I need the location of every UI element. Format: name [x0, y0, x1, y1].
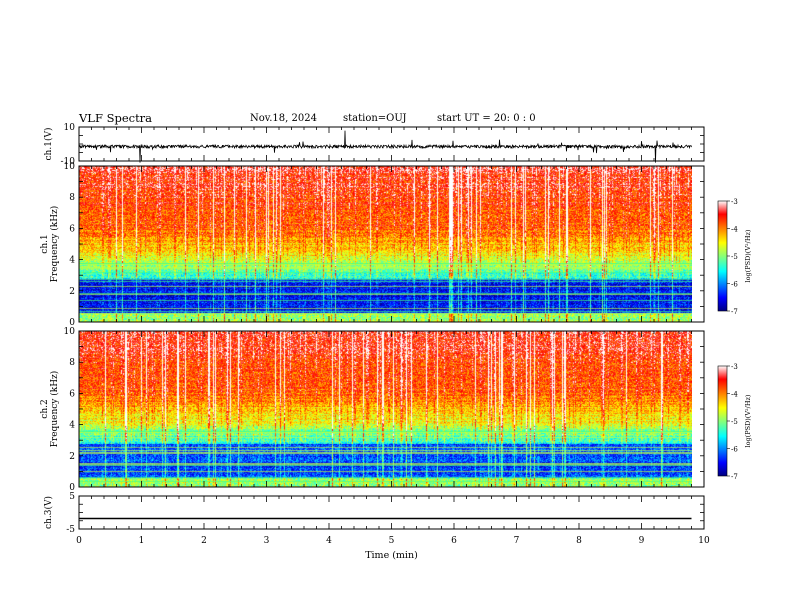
y-tick-label: 2	[69, 452, 75, 462]
x-tick-label: 8	[576, 536, 582, 546]
colorbar-tick-label: -3	[731, 198, 738, 206]
x-tick-label: 2	[201, 536, 207, 546]
station-label: station=OUJ	[343, 113, 407, 124]
ch1-trace	[78, 130, 692, 163]
y-tick-label: 6	[69, 224, 75, 234]
x-tick-label: 6	[451, 536, 457, 546]
colorbar-tick-label: -5	[731, 253, 738, 261]
colorbar-tick-label: -7	[731, 473, 738, 481]
ch2-spectrogram-colorbar	[717, 365, 728, 477]
waveform-traces	[78, 130, 692, 520]
colorbar-tick-label: -7	[731, 308, 738, 316]
x-tick-label: 3	[264, 536, 270, 546]
colorbar-tick-label: -4	[731, 391, 738, 399]
y-tick-label: 0	[69, 483, 75, 493]
colorbar-tick-label: -5	[731, 418, 738, 426]
x-tick-label: 0	[76, 536, 82, 546]
y-tick-label: 4	[69, 256, 75, 266]
colorbar-tick-label: -6	[731, 446, 738, 454]
y-axis-label: ch.1	[40, 234, 50, 253]
x-tick-label: 1	[139, 536, 145, 546]
y-tick-label: 2	[69, 287, 75, 297]
y-tick-label: 10	[64, 123, 76, 133]
colorbar-label: log(PSD)(V²/Hz)	[744, 394, 752, 447]
y-axis-label: ch.2	[40, 399, 50, 418]
y-axis-label: ch.1(V)	[43, 128, 54, 161]
colorbar-tick-label: -4	[731, 226, 738, 234]
date-label: Nov.18, 2024	[250, 113, 317, 124]
y-tick-label: 10	[64, 162, 76, 172]
y-tick-label: -10	[61, 157, 76, 167]
y-tick-label: 6	[69, 389, 75, 399]
y-tick-label: 8	[69, 358, 75, 368]
figure-title: VLF Spectra	[79, 111, 153, 125]
colorbar-tick-label: -6	[731, 281, 738, 289]
y-tick-label: 5	[69, 492, 75, 502]
x-tick-label: 7	[514, 536, 520, 546]
y-tick-label: 10	[64, 327, 76, 337]
ch1-spectrogram-colorbar	[717, 200, 728, 312]
start-time-label: start UT = 20: 0 : 0	[437, 113, 536, 124]
ch2-spectrogram-image	[79, 331, 692, 487]
x-tick-label: 4	[326, 536, 332, 546]
spectrogram-images	[79, 166, 692, 487]
x-tick-label: 10	[698, 536, 710, 546]
ch1-spectrogram-image	[79, 166, 692, 322]
colorbar-tick-label: -3	[731, 363, 738, 371]
y-tick-label: 4	[69, 421, 75, 431]
y-tick-label: 8	[69, 193, 75, 203]
x-axis-label: Time (min)	[365, 550, 418, 561]
colorbar-label: log(PSD)(V²/Hz)	[744, 229, 752, 282]
x-tick-label: 5	[389, 536, 395, 546]
y-axis-label: ch.3(V)	[43, 496, 54, 529]
y-tick-label: 0	[69, 318, 75, 328]
y-axis-label: Frequency (kHz)	[49, 371, 60, 448]
y-axis-label: Frequency (kHz)	[49, 206, 60, 283]
y-tick-label: -5	[66, 525, 75, 535]
x-tick-label: 9	[639, 536, 645, 546]
